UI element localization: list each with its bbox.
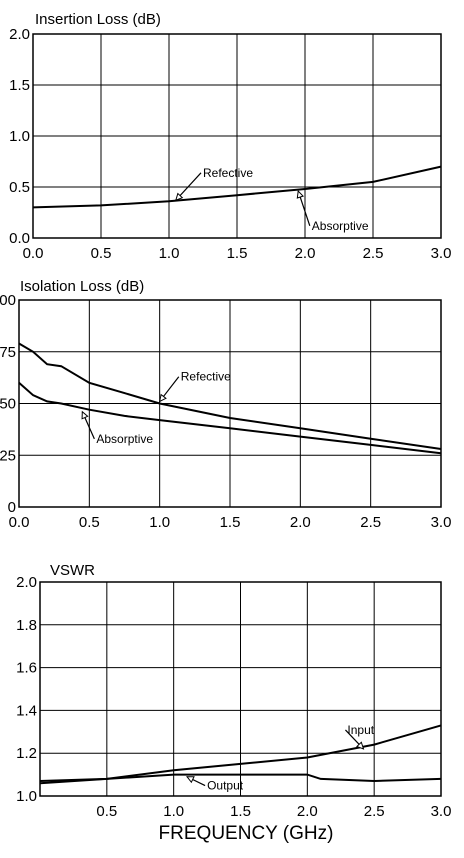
chart3-y-tick-label: 1.2 [16,745,37,762]
chart3-x-tick-label: 3.0 [431,803,452,820]
chart1-series-line-1 [32,165,442,209]
chart2-x-tick-label: 0.5 [79,514,100,531]
chart3-title: VSWR [50,562,95,579]
chart1-annotation-arrowhead [175,192,184,202]
chart2-x-tick-label: 3.0 [431,514,452,531]
chart2-title: Isolation Loss (dB) [20,278,144,295]
chart2-x-tick-label: 2.5 [360,514,381,531]
chart1-y-tick-label: 0.0 [9,230,30,247]
chart2-x-tick-label: 1.0 [149,514,170,531]
chart1-x-tick-label: 2.0 [295,245,316,262]
chart1-annotation-label: Refective [203,166,253,180]
chart2-y-tick-label: 75 [0,344,16,361]
chart3-x-tick-label: 1.5 [230,803,251,820]
chart2-y-tick-label: 50 [0,396,16,413]
chart3-y-tick-label: 1.4 [16,702,37,719]
chart2-annotation-label: Absorptive [96,432,153,446]
chart1-x-tick-label: 0.5 [91,245,112,262]
chart1-x-tick-label: 2.5 [363,245,384,262]
chart3-plot-frame [39,581,442,797]
chart1-y-tick-label: 1.5 [9,77,30,94]
chart2-series-line-2 [18,382,442,455]
chart3-y-tick-label: 1.0 [16,788,37,805]
chart1-annotation-label: Absorptive [312,219,369,233]
chart3-x-tick-label: 2.5 [364,803,385,820]
chart1-y-tick-label: 1.0 [9,128,30,145]
chart3-y-tick-label: 2.0 [16,574,37,591]
chart1-annotation-arrowhead [296,189,304,199]
chart2-x-tick-label: 0.0 [9,514,30,531]
chart1-title: Insertion Loss (dB) [35,11,161,28]
chart2-annotation-arrowhead [158,393,167,403]
chart3-annotation-arrowhead [186,776,195,784]
chart1-plot-frame [32,33,442,239]
chart1-y-tick-label: 2.0 [9,26,30,43]
chart3-x-tick-label: 1.0 [163,803,184,820]
chart1-x-tick-label: 1.5 [227,245,248,262]
chart1-y-tick-label: 0.5 [9,179,30,196]
chart2-annotation-arrowhead [81,410,89,420]
chart1-x-tick-label: 0.0 [23,245,44,262]
chart3-y-tick-label: 1.6 [16,660,37,677]
chart3-series-line-2 [39,773,442,783]
chart2-x-tick-label: 2.0 [290,514,311,531]
chart3-annotation-label: Output [207,779,244,793]
chart2-y-tick-label: 100 [0,292,16,309]
chart1-x-tick-label: 3.0 [431,245,452,262]
chart2-annotation-label: Refective [181,370,231,384]
chart2-series-line-1 [18,342,442,450]
chart3-annotation-label: Input [347,723,374,737]
chart1-x-tick-label: 1.0 [159,245,180,262]
chart2-plot-frame [18,299,442,508]
chart3-x-tick-label: 2.0 [297,803,318,820]
chart2-y-tick-label: 0 [8,499,16,516]
chart3-y-tick-label: 1.8 [16,617,37,634]
chart2-x-tick-label: 1.5 [220,514,241,531]
chart2-y-tick-label: 25 [0,447,16,464]
chart3-annotation-arrowhead [356,741,365,750]
figure-x-axis-label: FREQUENCY (GHz) [159,823,334,844]
chart3-x-tick-label: 0.5 [96,803,117,820]
